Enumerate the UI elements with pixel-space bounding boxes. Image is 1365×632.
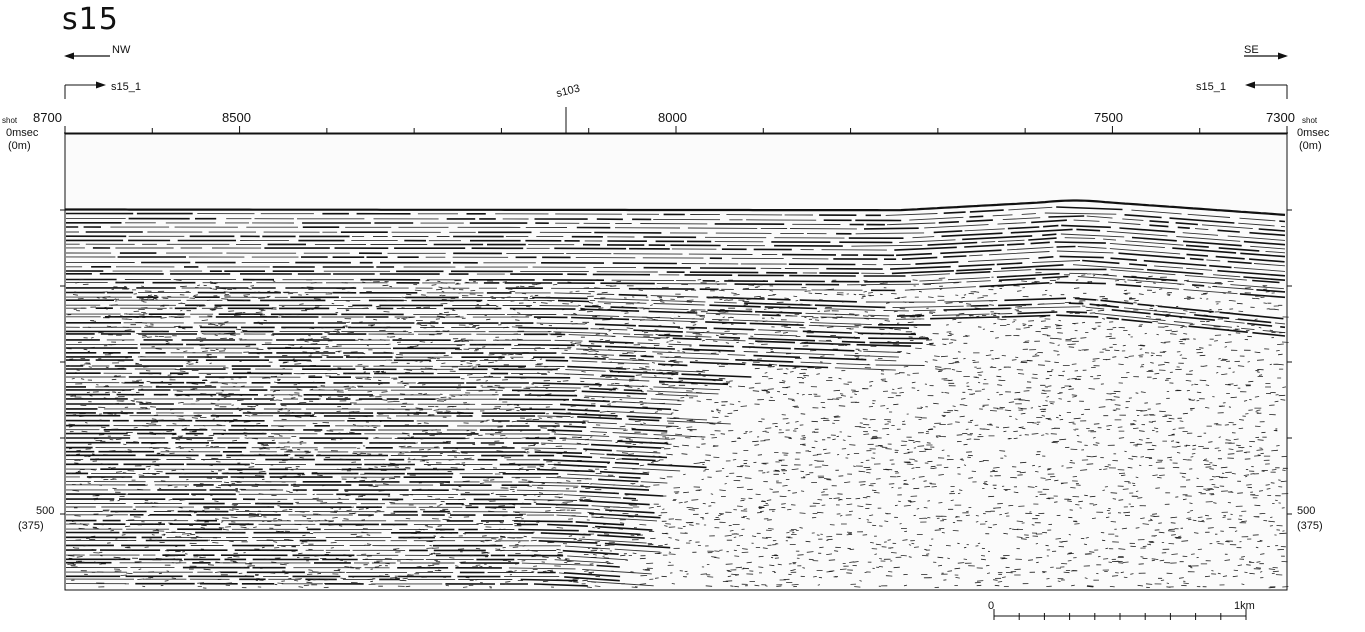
- reflector-strong: [65, 206, 1286, 587]
- crossing-label-left: s15_1: [111, 81, 141, 93]
- shot-tick-label: 8700: [33, 110, 62, 125]
- shot-tick-label: 7300: [1266, 110, 1295, 125]
- time-top-right: 0msec: [1297, 127, 1330, 139]
- time-top-left: 0msec: [6, 127, 39, 139]
- time-500-left: 500: [36, 505, 55, 517]
- shot-label-right: shot: [1302, 116, 1318, 125]
- seafloor-reflector: [65, 199, 1286, 216]
- shot-tick-label: 7500: [1094, 110, 1123, 125]
- crossing-marker-right: [1245, 81, 1288, 99]
- seismic-reflections: [65, 199, 1289, 589]
- direction-label-nw: NW: [112, 44, 131, 56]
- direction-label-se: SE: [1244, 44, 1259, 56]
- depth-500-left: (375): [18, 520, 44, 532]
- shot-label-left: shot: [2, 116, 18, 125]
- depth-top-right: (0m): [1299, 140, 1322, 152]
- arrow-right-icon: [1244, 52, 1288, 60]
- scale-end-label: 1km: [1234, 600, 1255, 612]
- scale-bar: [993, 609, 1247, 620]
- time-axis-ticks: [60, 209, 1292, 515]
- shot-tick-label: 8000: [658, 110, 687, 125]
- shot-tick-label: 8500: [222, 110, 251, 125]
- depth-500-right: (375): [1297, 520, 1323, 532]
- scale-zero-label: 0: [988, 600, 995, 612]
- time-500-right: 500: [1297, 505, 1316, 517]
- shot-axis-ticks: [64, 126, 1288, 133]
- arrow-left-icon: [64, 52, 110, 60]
- depth-top-left: (0m): [8, 140, 31, 152]
- crossing-marker-left: [64, 81, 106, 99]
- section-title: s15: [62, 2, 119, 37]
- crossing-label-right: s15_1: [1196, 81, 1226, 93]
- noise-texture: [67, 272, 1289, 589]
